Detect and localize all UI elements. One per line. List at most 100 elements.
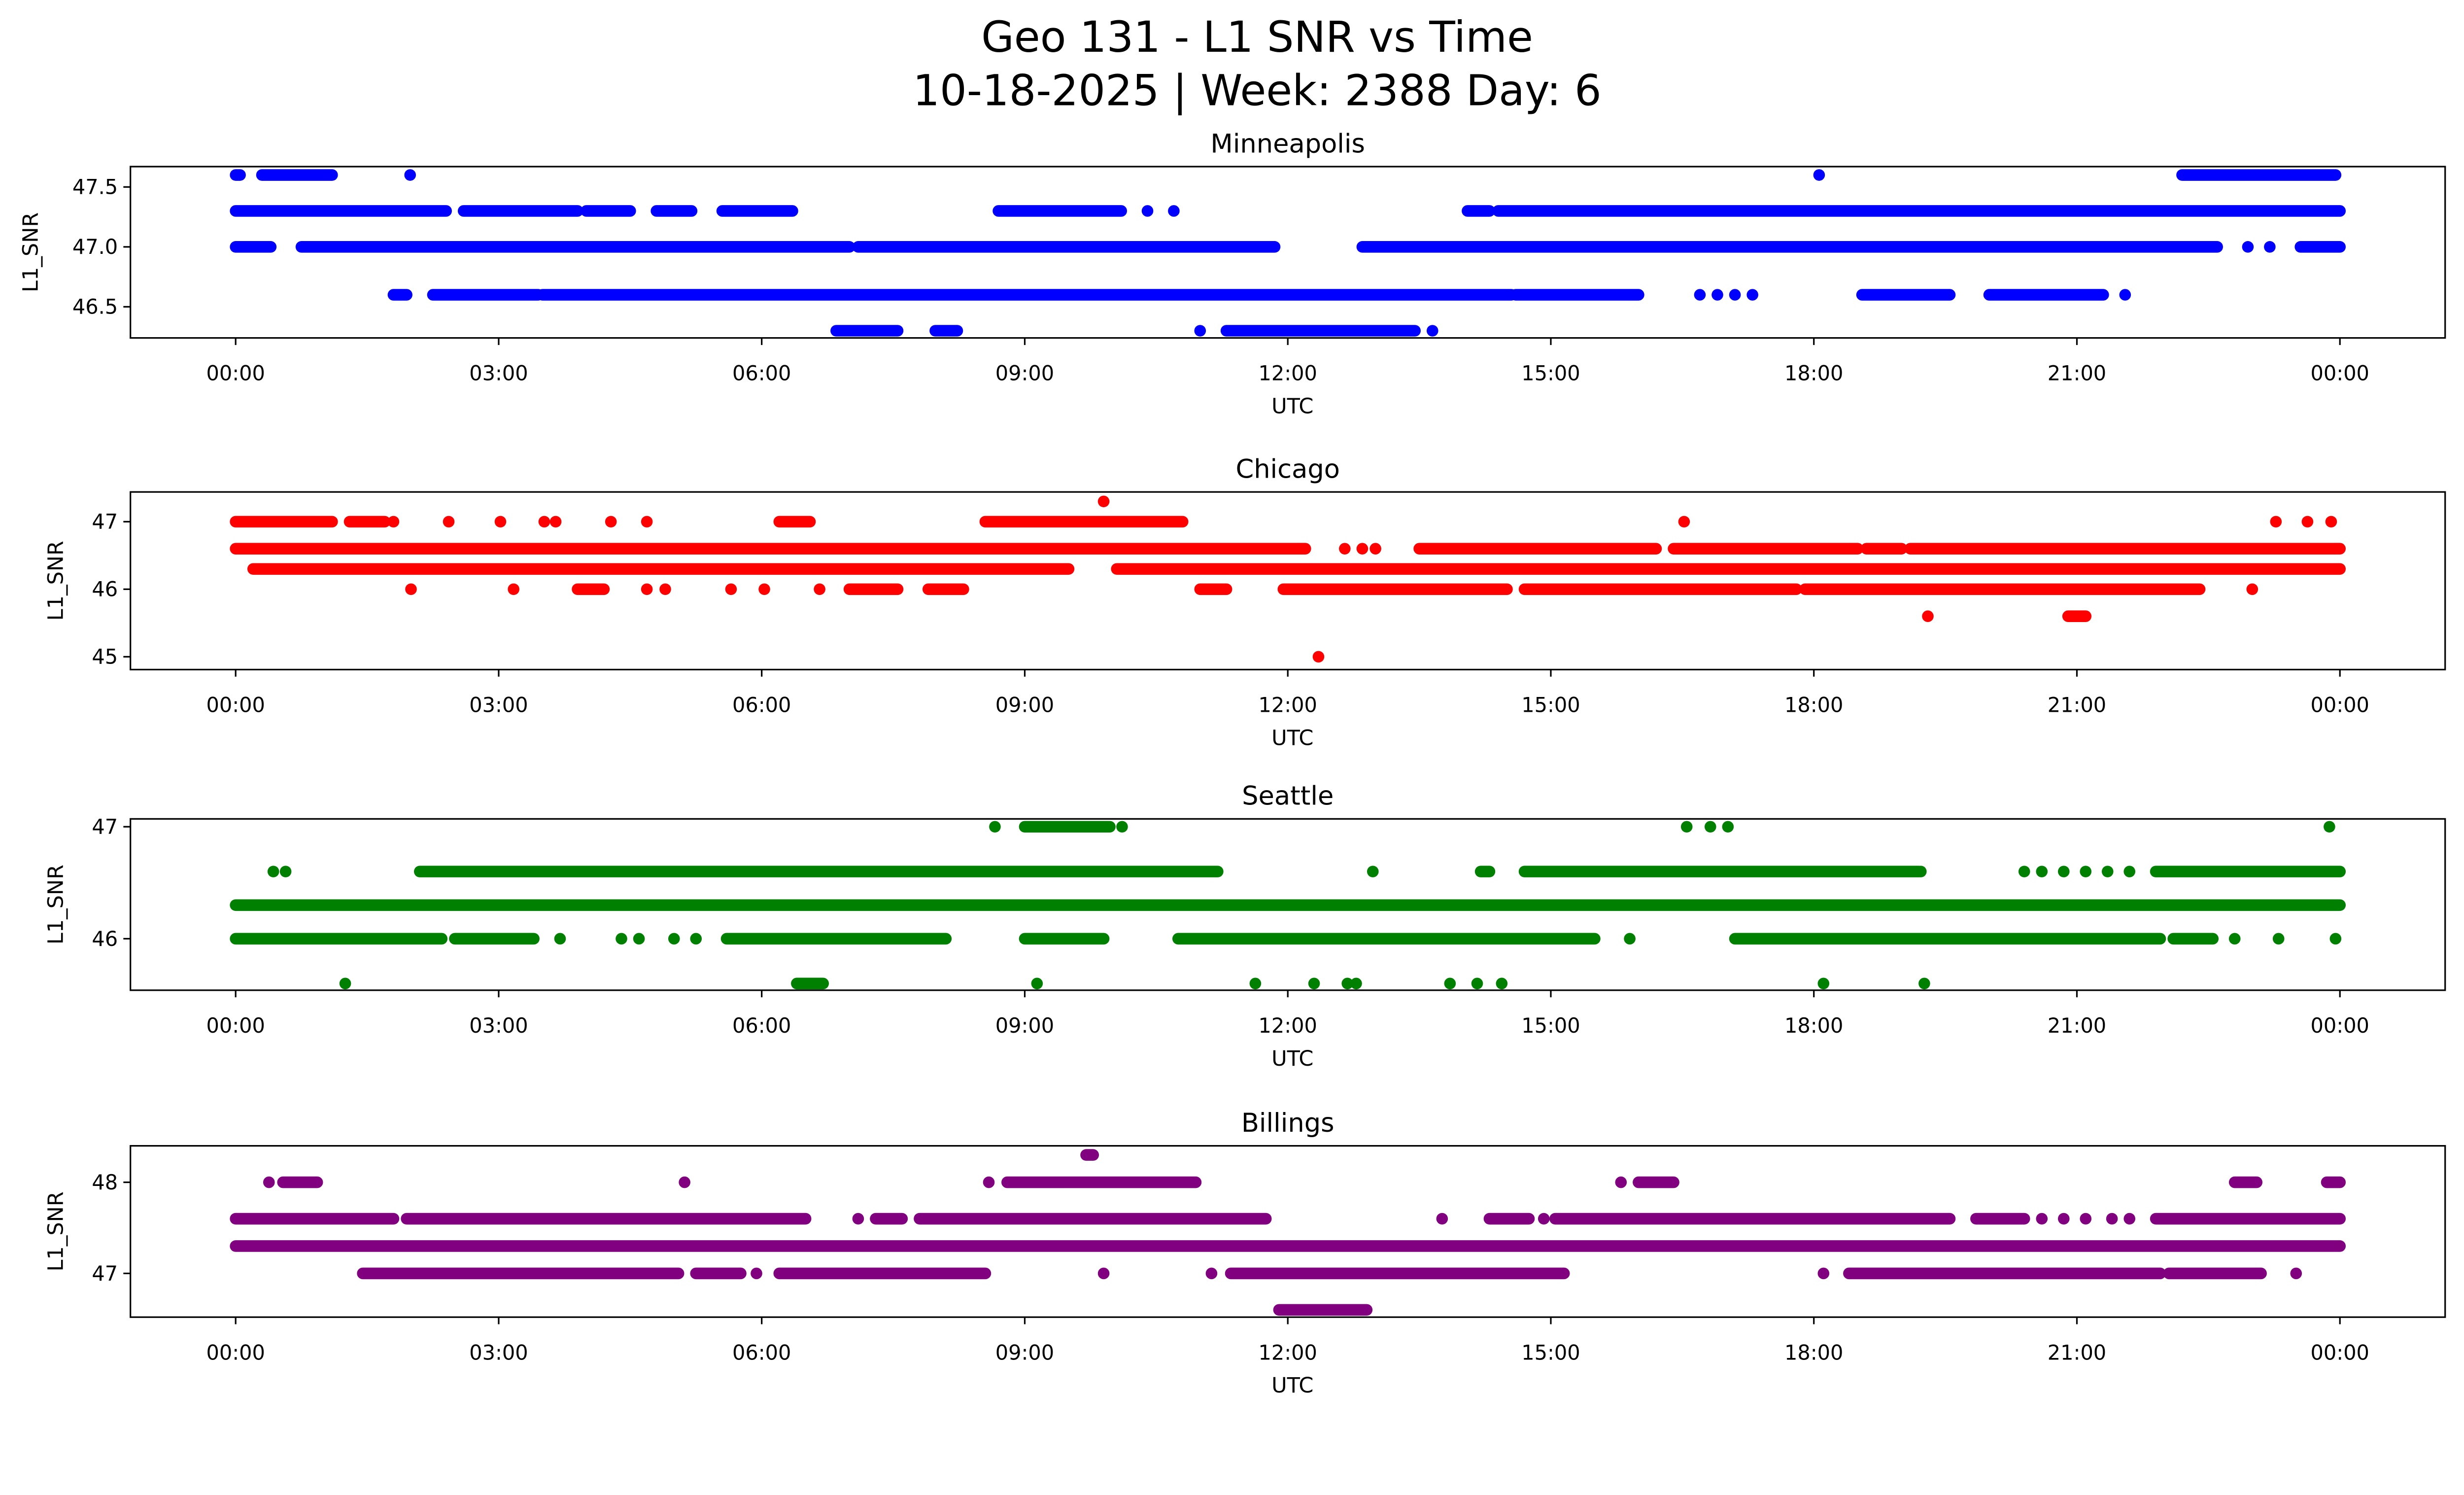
- y-tick-label: 47: [92, 510, 118, 534]
- data-point: [1680, 821, 1693, 833]
- x-tick-label: 00:00: [206, 1341, 265, 1364]
- data-point: [1813, 169, 1825, 181]
- y-tick-label: 47.5: [72, 175, 118, 199]
- data-point: [2036, 866, 2048, 877]
- data-point: [1817, 977, 1830, 990]
- data-point: [1168, 205, 1180, 217]
- x-tick-label: 00:00: [206, 694, 265, 717]
- x-axis-label: UTC: [1271, 1373, 1313, 1398]
- data-points: [230, 821, 2346, 990]
- x-tick-label: 06:00: [732, 694, 791, 717]
- y-tick-label: 48: [92, 1171, 118, 1194]
- data-point: [983, 1176, 995, 1188]
- data-point: [668, 933, 680, 945]
- x-axis-label: UTC: [1271, 394, 1313, 419]
- x-tick-label: 18:00: [1784, 1341, 1843, 1364]
- subplot-title: Chicago: [1235, 454, 1339, 484]
- data-point: [538, 516, 550, 528]
- data-point: [2057, 1213, 2070, 1225]
- data-point: [1339, 543, 1351, 555]
- data-points: [230, 169, 2346, 337]
- data-point: [387, 516, 400, 528]
- data-point: [1205, 1267, 1218, 1280]
- data-point: [1249, 977, 1262, 990]
- data-point: [2324, 821, 2335, 833]
- data-point: [633, 933, 645, 945]
- x-tick-label: 18:00: [1784, 694, 1843, 717]
- data-point: [2036, 1213, 2048, 1225]
- data-point: [1369, 543, 1381, 555]
- x-tick-label: 18:00: [1784, 362, 1843, 385]
- x-tick-label: 00:00: [2311, 1014, 2369, 1038]
- data-point: [1097, 495, 1110, 508]
- data-point: [1367, 866, 1379, 877]
- data-point: [1426, 325, 1438, 337]
- data-point: [751, 1267, 762, 1280]
- data-point: [508, 583, 519, 595]
- data-point: [2246, 583, 2259, 595]
- subplots: Minneapolis 00:00 03:00 06:00 09:00 12:00 15:0…: [19, 129, 2446, 1398]
- data-point: [1308, 977, 1320, 990]
- x-tick-label: 21:00: [2048, 1014, 2106, 1038]
- figure-title-line1: Geo 131 - L1 SNR vs Time: [981, 13, 1533, 62]
- x-tick-label: 09:00: [995, 362, 1054, 385]
- x-tick-label: 00:00: [2311, 694, 2369, 717]
- data-point: [1922, 610, 1934, 622]
- data-points: [230, 495, 2346, 663]
- data-point: [1678, 516, 1690, 528]
- axes-frame: [130, 166, 2446, 339]
- x-tick-label: 15:00: [1521, 694, 1580, 717]
- x-tick-label: 21:00: [2048, 694, 2106, 717]
- subplot-title: Billings: [1241, 1108, 1335, 1138]
- data-point: [405, 583, 417, 595]
- data-point: [549, 516, 562, 528]
- x-tick-label: 06:00: [732, 1341, 791, 1364]
- y-tick-label: 46: [92, 578, 118, 601]
- data-point: [1915, 866, 1927, 877]
- x-tick-label: 09:00: [995, 1014, 1054, 1038]
- data-point: [1141, 205, 1154, 217]
- data-point: [1341, 977, 1353, 990]
- y-tick-label: 47.0: [72, 235, 118, 259]
- figure: Geo 131 - L1 SNR vs Time 10-18-2025 | We…: [18, 13, 2446, 1398]
- data-point: [2329, 933, 2342, 945]
- x-tick-label: 00:00: [206, 362, 265, 385]
- x-tick-label: 03:00: [469, 1014, 528, 1038]
- data-point: [989, 821, 1001, 833]
- data-point: [1097, 1267, 1110, 1280]
- x-tick-label: 21:00: [2048, 362, 2106, 385]
- x-tick-label: 18:00: [1784, 1014, 1843, 1038]
- x-tick-label: 21:00: [2048, 1341, 2106, 1364]
- data-point: [659, 583, 671, 595]
- data-point: [814, 583, 825, 595]
- data-point: [1711, 289, 1723, 301]
- data-point: [2123, 1213, 2136, 1225]
- data-point: [267, 866, 279, 877]
- x-tick-label: 00:00: [2311, 362, 2369, 385]
- x-tick-label: 15:00: [1521, 1341, 1580, 1364]
- data-point: [1444, 977, 1456, 990]
- data-point: [279, 866, 292, 877]
- data-point: [2264, 241, 2276, 253]
- x-tick-label: 03:00: [469, 694, 528, 717]
- data-point: [679, 1176, 690, 1188]
- data-point: [2242, 241, 2254, 253]
- x-tick-label: 06:00: [732, 362, 791, 385]
- y-tick-label: 46: [92, 927, 118, 951]
- data-point: [1471, 977, 1483, 990]
- data-points: [230, 1149, 2346, 1316]
- data-point: [1194, 325, 1206, 337]
- data-point: [1722, 821, 1734, 833]
- data-point: [690, 933, 702, 945]
- x-tick-label: 06:00: [732, 1014, 791, 1038]
- data-point: [1624, 933, 1636, 945]
- data-point: [1436, 1213, 1448, 1225]
- data-point: [2272, 933, 2285, 945]
- y-axis-label: L1_SNR: [44, 541, 68, 621]
- data-point: [443, 516, 455, 528]
- data-point: [339, 977, 351, 990]
- data-point: [1356, 543, 1369, 555]
- x-axis-label: UTC: [1271, 726, 1313, 750]
- data-point: [1729, 289, 1741, 301]
- subplot-billings: Billings 00:00 03:00 06:00 09:00 12:00 15:00 18…: [44, 1108, 2446, 1398]
